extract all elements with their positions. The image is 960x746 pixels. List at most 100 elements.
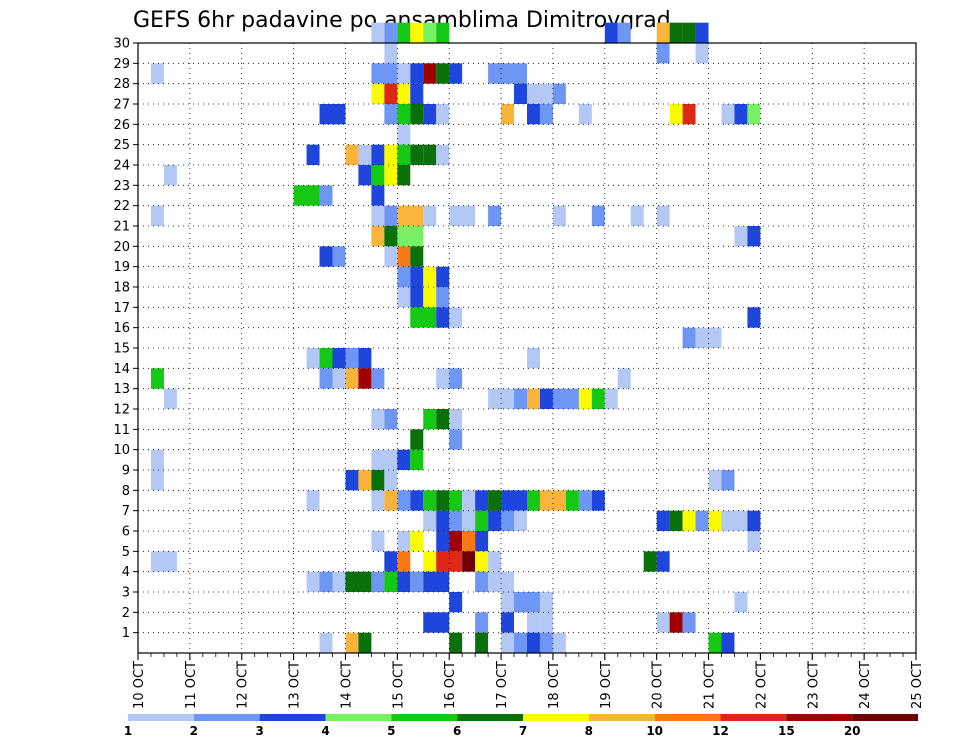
heatmap-cell (319, 571, 333, 592)
heatmap-cell (150, 449, 164, 470)
y-tick-label: 19 (113, 260, 130, 275)
heatmap-cell (384, 470, 398, 491)
heatmap-cell (475, 551, 489, 572)
heatmap-cell (397, 287, 411, 308)
heatmap-cell (747, 307, 761, 328)
heatmap-cell (501, 510, 515, 531)
heatmap-cell (449, 510, 463, 531)
colorbar-label: 3 (255, 724, 263, 738)
heatmap-cell (501, 632, 515, 653)
x-tick-label: 15 OCT (391, 661, 406, 709)
heatmap-cell (436, 409, 450, 430)
heatmap-cell (371, 531, 385, 552)
heatmap-cell (475, 531, 489, 552)
heatmap-cell (527, 490, 540, 511)
x-tick-label: 23 OCT (806, 661, 821, 709)
heatmap-cell (358, 165, 372, 186)
heatmap-cell (656, 205, 670, 226)
heatmap-cell (397, 531, 411, 552)
heatmap-cell (384, 43, 398, 64)
colorbar-swatch (193, 714, 260, 721)
heatmap-cell (449, 592, 463, 613)
heatmap-cell (306, 144, 320, 165)
heatmap-cell (384, 571, 398, 592)
heatmap-cell (371, 368, 385, 389)
heatmap-cell (462, 551, 476, 572)
heatmap-cell (150, 63, 164, 84)
heatmap-cell (384, 104, 398, 125)
heatmap-cell (501, 612, 515, 633)
heatmap-cell (384, 490, 398, 511)
heatmap-cell (436, 531, 450, 552)
heatmap-cell (410, 307, 437, 328)
heatmap-cell (656, 612, 670, 633)
heatmap-cell (150, 205, 164, 226)
heatmap-cell (371, 22, 385, 43)
heatmap-cell (436, 144, 450, 165)
heatmap-cell (604, 388, 618, 409)
heatmap-cell (695, 327, 722, 348)
colorbar-swatch (128, 714, 194, 721)
heatmap-cell (475, 510, 489, 531)
heatmap-cell (527, 632, 540, 653)
heatmap-cell (475, 571, 489, 592)
heatmap-cell (150, 368, 164, 389)
heatmap-cell (358, 368, 372, 389)
heatmap-cell (410, 429, 424, 450)
heatmap-cell (371, 185, 385, 206)
colorbar-label: 10 (646, 724, 663, 738)
x-tick-label: 25 OCT (910, 661, 925, 709)
y-tick-label: 16 (113, 321, 130, 336)
heatmap-cell (423, 104, 437, 125)
heatmap-cell (332, 246, 346, 267)
heatmap-cell (397, 551, 411, 572)
heatmap-cell (371, 490, 385, 511)
y-tick-label: 2 (122, 606, 130, 621)
heatmap-cell (475, 612, 489, 633)
heatmap-cell (319, 632, 333, 653)
colorbar-swatch (588, 714, 655, 721)
heatmap-cell (708, 632, 722, 653)
heatmap-cell (423, 63, 437, 84)
heatmap-cell (397, 83, 411, 104)
heatmap-cell (319, 185, 333, 206)
heatmap-cell (384, 246, 398, 267)
heatmap-cell (410, 246, 424, 267)
y-tick-label: 26 (113, 118, 130, 133)
heatmap-cell (397, 22, 411, 43)
heatmap-cell (436, 266, 450, 287)
heatmap-cell (436, 551, 463, 572)
colorbar-swatch (259, 714, 326, 721)
colorbar-swatch (391, 714, 458, 721)
heatmap-cell (734, 592, 748, 613)
heatmap-cell (319, 246, 333, 267)
x-tick-label: 14 OCT (339, 661, 354, 709)
colorbar-label: 12 (712, 724, 729, 738)
x-tick-label: 10 OCT (132, 661, 147, 709)
y-tick-label: 17 (113, 301, 130, 316)
heatmap-cell (384, 144, 398, 165)
heatmap-cell (410, 63, 424, 84)
heatmap-cell (682, 327, 696, 348)
y-tick-label: 22 (113, 199, 130, 214)
heatmap-cell (436, 510, 450, 531)
heatmap-cell (669, 510, 683, 531)
x-tick-label: 17 OCT (495, 661, 510, 709)
heatmap-cell (578, 104, 592, 125)
heatmap-cell (539, 632, 553, 653)
heatmap-cell (397, 571, 411, 592)
heatmap-cell (514, 388, 527, 409)
heatmap-cell (630, 205, 644, 226)
heatmap-cell (306, 490, 320, 511)
heatmap-cell (410, 490, 424, 511)
y-tick-label: 14 (113, 362, 130, 377)
heatmap-cell (578, 490, 592, 511)
colorbar-label: 8 (585, 724, 593, 738)
heatmap-cell (695, 43, 709, 64)
heatmap-cell (643, 551, 657, 572)
heatmap-cell (501, 104, 515, 125)
heatmap-cell (462, 510, 476, 531)
x-tick-label: 11 OCT (184, 661, 199, 709)
y-tick-label: 29 (113, 57, 130, 72)
